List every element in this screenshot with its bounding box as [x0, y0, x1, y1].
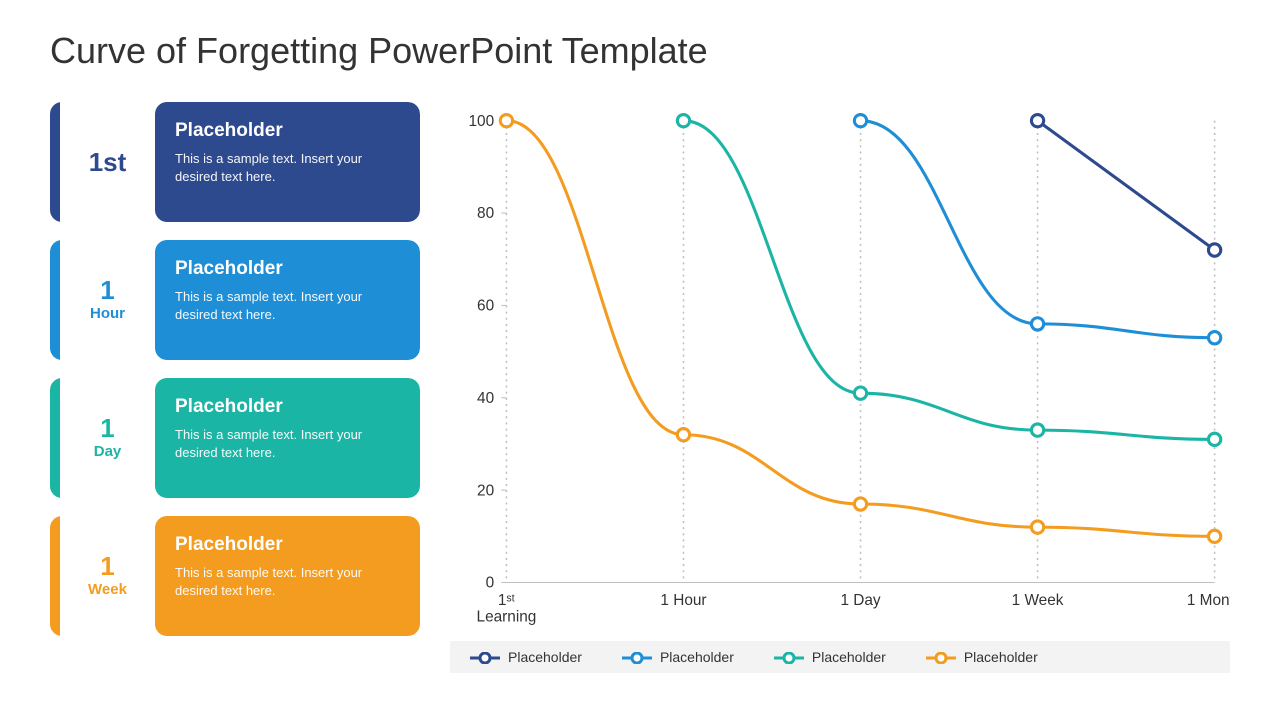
card-title: Placeholder: [175, 534, 400, 556]
card-column: 1st Placeholder This is a sample text. I…: [50, 102, 420, 673]
legend-marker: [774, 651, 804, 663]
card-1: 1 Hour Placeholder This is a sample text…: [50, 240, 420, 360]
card-title: Placeholder: [175, 396, 400, 418]
card-body: Placeholder This is a sample text. Inser…: [155, 516, 420, 636]
legend-marker: [470, 651, 500, 663]
card-title: Placeholder: [175, 120, 400, 142]
svg-text:1 Hour: 1 Hour: [660, 592, 706, 609]
card-3: 1 Week Placeholder This is a sample text…: [50, 516, 420, 636]
card-stripe: [50, 102, 60, 222]
card-2: 1 Day Placeholder This is a sample text.…: [50, 378, 420, 498]
card-label-small: Hour: [90, 305, 125, 323]
card-label: 1st: [60, 102, 155, 222]
svg-text:1 Week: 1 Week: [1012, 592, 1064, 609]
legend-label: Placeholder: [964, 649, 1038, 665]
forgetting-curve-chart: 0 20 40 60 80 100 1ˢᵗLearning 1 Hour 1 Day 1 Week…: [450, 102, 1230, 632]
card-label: 1 Week: [60, 516, 155, 636]
card-title: Placeholder: [175, 258, 400, 280]
card-stripe: [50, 378, 60, 498]
card-stripe: [50, 240, 60, 360]
card-label-big: 1: [100, 553, 114, 579]
card-label-big: 1: [100, 277, 114, 303]
legend-marker: [926, 651, 956, 663]
svg-text:40: 40: [477, 390, 494, 407]
legend-item: Placeholder: [622, 649, 734, 665]
card-label: 1 Hour: [60, 240, 155, 360]
card-label-big: 1st: [89, 149, 127, 175]
svg-text:1 Month: 1 Month: [1187, 592, 1230, 609]
svg-text:Learning: Learning: [477, 609, 537, 626]
card-label-big: 1: [100, 415, 114, 441]
slide-title: Curve of Forgetting PowerPoint Template: [50, 30, 1230, 72]
svg-text:20: 20: [477, 482, 494, 499]
card-desc: This is a sample text. Insert your desir…: [175, 426, 400, 462]
card-desc: This is a sample text. Insert your desir…: [175, 564, 400, 600]
legend-item: Placeholder: [926, 649, 1038, 665]
svg-text:80: 80: [477, 205, 494, 222]
chart-legend: Placeholder Placeholder Placeholder Plac…: [450, 641, 1230, 673]
card-label-small: Day: [94, 443, 122, 461]
card-stripe: [50, 516, 60, 636]
content-row: 1st Placeholder This is a sample text. I…: [50, 102, 1230, 673]
card-label-small: Week: [88, 581, 127, 599]
svg-text:60: 60: [477, 298, 494, 315]
svg-text:100: 100: [468, 113, 494, 130]
svg-text:1ˢᵗ: 1ˢᵗ: [498, 592, 515, 609]
svg-text:1 Day: 1 Day: [840, 592, 880, 609]
legend-label: Placeholder: [660, 649, 734, 665]
card-body: Placeholder This is a sample text. Inser…: [155, 102, 420, 222]
card-desc: This is a sample text. Insert your desir…: [175, 288, 400, 324]
legend-marker: [622, 651, 652, 663]
legend-label: Placeholder: [812, 649, 886, 665]
legend-label: Placeholder: [508, 649, 582, 665]
card-desc: This is a sample text. Insert your desir…: [175, 150, 400, 186]
slide: Curve of Forgetting PowerPoint Template …: [0, 0, 1280, 720]
card-0: 1st Placeholder This is a sample text. I…: [50, 102, 420, 222]
chart-area: 0 20 40 60 80 100 1ˢᵗLearning 1 Hour 1 Day 1 Week…: [450, 102, 1230, 673]
card-label: 1 Day: [60, 378, 155, 498]
card-body: Placeholder This is a sample text. Inser…: [155, 240, 420, 360]
legend-item: Placeholder: [470, 649, 582, 665]
card-body: Placeholder This is a sample text. Inser…: [155, 378, 420, 498]
legend-item: Placeholder: [774, 649, 886, 665]
svg-text:0: 0: [486, 575, 495, 592]
